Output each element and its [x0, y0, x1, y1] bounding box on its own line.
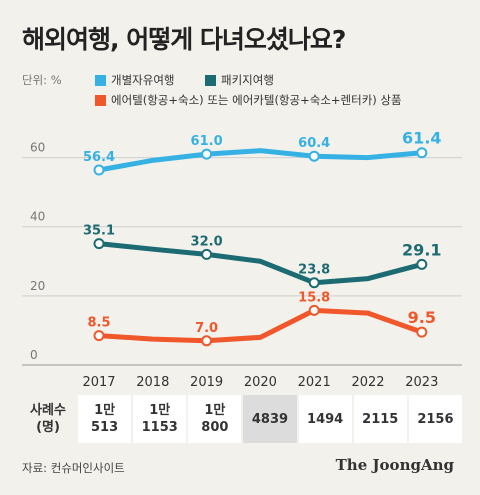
y-tick-label: 20: [30, 279, 45, 293]
data-point: [416, 326, 428, 338]
legend-item-free-travel: 개별자유여행: [95, 72, 174, 88]
legend-label: 패키지여행: [221, 73, 274, 87]
brand-logo: The JoongAng: [335, 456, 454, 474]
data-point: [416, 258, 428, 270]
x-tick-label: 2017: [82, 375, 115, 390]
source-note: 자료: 컨슈머인사이트: [22, 461, 125, 475]
data-label: 61.0: [191, 134, 223, 149]
x-tick-label: 2023: [405, 375, 438, 390]
series-line: [96, 148, 425, 173]
table-cell-line: 1만: [204, 403, 226, 418]
table-cell-line: 2115: [362, 411, 399, 427]
unit-label: 단위: %: [22, 73, 62, 87]
series-line: [96, 307, 425, 344]
legend-label: 개별자유여행: [111, 73, 175, 87]
y-tick-label: 60: [30, 141, 45, 155]
legend-item-airtel: 에어텔(항공+숙소) 또는 에어카텔(항공+숙소+렌터카) 상품: [95, 92, 402, 108]
table-cell: 4839: [243, 395, 297, 443]
table-cell: 1만 1153: [133, 395, 187, 443]
table-cell: 2115: [353, 395, 407, 443]
x-tick-label: 2020: [244, 375, 277, 390]
data-label: 29.1: [402, 240, 441, 259]
data-point: [201, 335, 213, 347]
data-label: 56.4: [83, 150, 115, 165]
table-cell-line: 513: [91, 420, 119, 435]
series-line: [96, 241, 425, 286]
table-header: 사례수 (명): [20, 395, 76, 443]
y-tick-label: 0: [30, 348, 38, 362]
y-tick-label: 40: [30, 210, 45, 224]
legend-item-package: 패키지여행: [205, 72, 274, 88]
table-cell: 1만 800: [188, 395, 242, 443]
table-cell: 1494: [298, 395, 352, 443]
data-point: [201, 248, 213, 260]
data-point: [416, 147, 428, 159]
table-cell-line: 1만: [149, 403, 171, 418]
legend-swatch: [95, 74, 106, 86]
table-header-line: (명): [36, 420, 60, 435]
legend-swatch: [95, 94, 106, 106]
data-label: 8.5: [87, 316, 110, 331]
table-cell-line: 1만: [94, 403, 116, 418]
legend-swatch: [205, 74, 216, 86]
data-point: [93, 330, 105, 342]
data-label: 32.0: [191, 234, 223, 249]
data-label: 23.8: [298, 263, 330, 278]
legend-label: 에어텔(항공+숙소) 또는 에어카텔(항공+숙소+렌터카) 상품: [111, 93, 402, 107]
table-cell-line: 800: [201, 420, 229, 435]
data-label: 15.8: [298, 290, 330, 305]
data-point: [93, 164, 105, 176]
x-tick-label: 2022: [351, 375, 384, 390]
data-label: 61.4: [402, 129, 441, 148]
table-cell-line: 2156: [417, 411, 454, 427]
table-cell-line: 1494: [307, 411, 344, 427]
table-cell: 1만 513: [78, 395, 132, 443]
data-label: 7.0: [195, 321, 218, 336]
data-point: [308, 150, 320, 162]
data-point: [308, 304, 320, 316]
data-point: [308, 277, 320, 289]
table-cell-line: 4839: [251, 411, 289, 427]
sample-size-table: 사례수 (명) 1만 513 1만 1153 1만 800 4839 1494 …: [20, 395, 462, 443]
x-tick-label: 2019: [190, 375, 223, 390]
table-header-line: 사례수: [30, 403, 66, 418]
table-cell-line: 1153: [141, 420, 178, 435]
table-cell: 2156: [408, 395, 462, 443]
data-label: 60.4: [298, 136, 330, 151]
x-tick-label: 2021: [298, 375, 331, 390]
data-point: [201, 148, 213, 160]
chart-title: 해외여행, 어떻게 다녀오셨나요?: [22, 25, 346, 54]
data-label: 9.5: [408, 308, 436, 327]
x-tick-label: 2018: [136, 375, 169, 390]
data-label: 35.1: [83, 224, 115, 239]
data-point: [93, 238, 105, 250]
